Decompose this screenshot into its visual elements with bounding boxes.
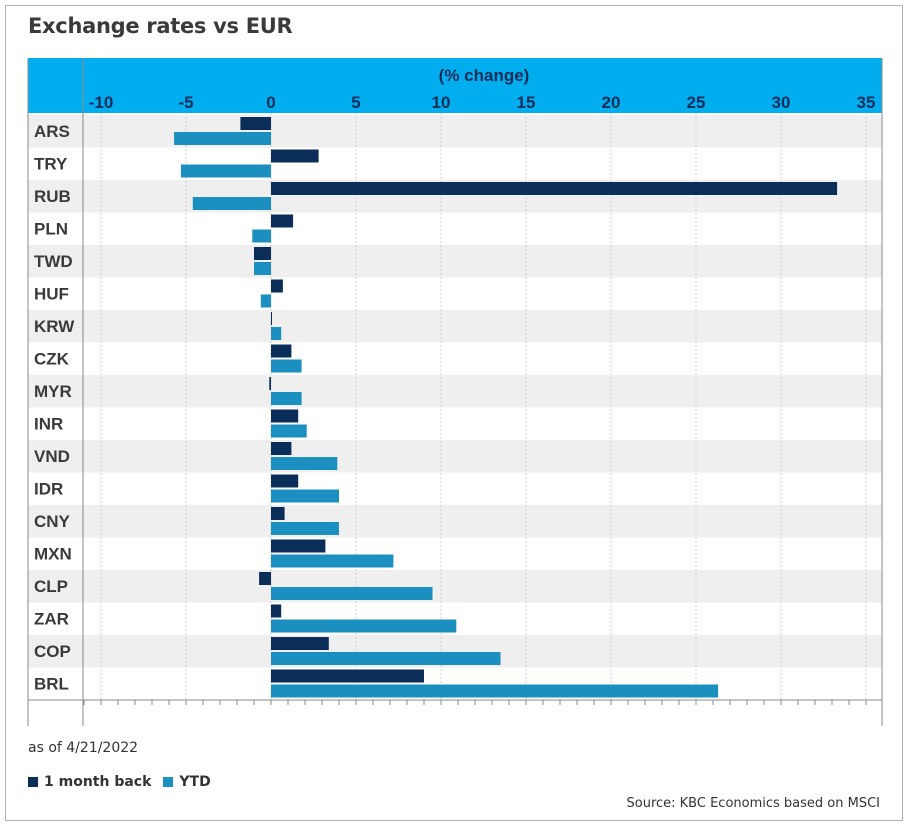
legend-item-month: 1 month back xyxy=(28,774,151,790)
bar-ytd xyxy=(271,489,339,503)
bar-1-month-back xyxy=(271,182,838,195)
axis-header-band xyxy=(28,58,882,113)
x-axis-label: (% change) xyxy=(439,66,530,85)
bar-ytd xyxy=(260,294,271,308)
bar-chart: -10 -5 0 5 10 15 20 25 30 35 (% change) ARS TRY RUB… xyxy=(27,58,883,726)
bar-ytd xyxy=(271,359,302,373)
x-tick-label: 35 xyxy=(857,93,876,112)
category-label: CLP xyxy=(34,577,68,596)
legend-label-month: 1 month back xyxy=(44,774,152,790)
bar-1-month-back xyxy=(271,604,282,618)
bar-1-month-back xyxy=(271,409,299,423)
row-stripe xyxy=(28,375,882,408)
bar-1-month-back xyxy=(271,539,326,553)
category-label: COP xyxy=(34,642,71,661)
bar-1-month-back xyxy=(271,442,292,455)
bar-ytd xyxy=(192,197,271,210)
legend: 1 month back YTD xyxy=(28,774,223,790)
bar-1-month-back xyxy=(259,572,271,585)
bar-ytd xyxy=(271,522,339,535)
category-label: CNY xyxy=(34,512,71,531)
category-label: BRL xyxy=(34,675,69,694)
x-tick-label: -5 xyxy=(178,93,193,112)
category-label: ARS xyxy=(34,122,70,141)
bar-ytd xyxy=(180,164,271,178)
legend-label-ytd: YTD xyxy=(179,774,211,790)
bar-ytd xyxy=(174,132,271,145)
bar-1-month-back xyxy=(271,637,329,650)
bar-1-month-back xyxy=(271,474,299,488)
bar-1-month-back xyxy=(271,669,424,683)
bar-1-month-back xyxy=(269,377,271,390)
category-label: VND xyxy=(34,447,70,466)
row-stripe xyxy=(28,505,882,538)
legend-swatch-ytd xyxy=(163,777,174,787)
bar-ytd xyxy=(252,229,271,243)
x-tick-label: 0 xyxy=(266,93,275,112)
bar-1-month-back xyxy=(254,247,271,260)
category-label: CZK xyxy=(34,350,70,369)
as-of-date: as of 4/21/2022 xyxy=(28,740,139,756)
category-label: TWD xyxy=(34,252,73,271)
row-stripe xyxy=(28,440,882,473)
category-label: KRW xyxy=(34,317,75,336)
bar-ytd xyxy=(271,652,501,665)
row-stripe xyxy=(28,570,882,603)
bar-ytd xyxy=(271,619,457,633)
category-label: INR xyxy=(34,415,63,434)
bar-1-month-back xyxy=(271,312,272,325)
bar-1-month-back xyxy=(271,344,292,358)
bar-ytd xyxy=(271,684,719,698)
x-tick-label: 30 xyxy=(772,93,791,112)
legend-swatch-month xyxy=(28,777,38,787)
row-stripe xyxy=(28,310,882,343)
bar-ytd xyxy=(271,587,433,600)
bar-1-month-back xyxy=(271,149,319,163)
source-note: Source: KBC Economics based on MSCI xyxy=(626,796,881,811)
category-label: RUB xyxy=(34,187,71,206)
category-label: TRY xyxy=(34,155,68,174)
bar-1-month-back xyxy=(271,507,285,520)
x-tick-label: 15 xyxy=(517,93,536,112)
x-tick-label: 20 xyxy=(602,93,621,112)
chart-frame xyxy=(5,5,903,821)
x-tick-label: 10 xyxy=(432,93,451,112)
category-label: MYR xyxy=(34,382,72,401)
category-label: ZAR xyxy=(34,610,69,629)
x-tick-label: -10 xyxy=(89,93,114,112)
bar-ytd xyxy=(254,262,271,275)
bar-ytd xyxy=(271,327,282,340)
category-label: MXN xyxy=(34,545,72,564)
x-tick-label: 5 xyxy=(351,93,360,112)
bar-ytd xyxy=(271,457,338,470)
bar-1-month-back xyxy=(271,279,283,293)
category-label: PLN xyxy=(34,220,68,239)
bar-1-month-back xyxy=(240,117,271,130)
bar-ytd xyxy=(271,424,307,438)
row-stripe xyxy=(28,115,882,148)
chart-title: Exchange rates vs EUR xyxy=(28,14,293,38)
bar-1-month-back xyxy=(271,214,294,228)
legend-item-ytd: YTD xyxy=(163,774,211,790)
x-tick-label: 25 xyxy=(687,93,706,112)
bar-ytd xyxy=(271,554,394,568)
bar-ytd xyxy=(271,392,302,405)
category-label: IDR xyxy=(34,480,63,499)
category-label: HUF xyxy=(34,285,69,304)
row-stripe xyxy=(28,245,882,278)
